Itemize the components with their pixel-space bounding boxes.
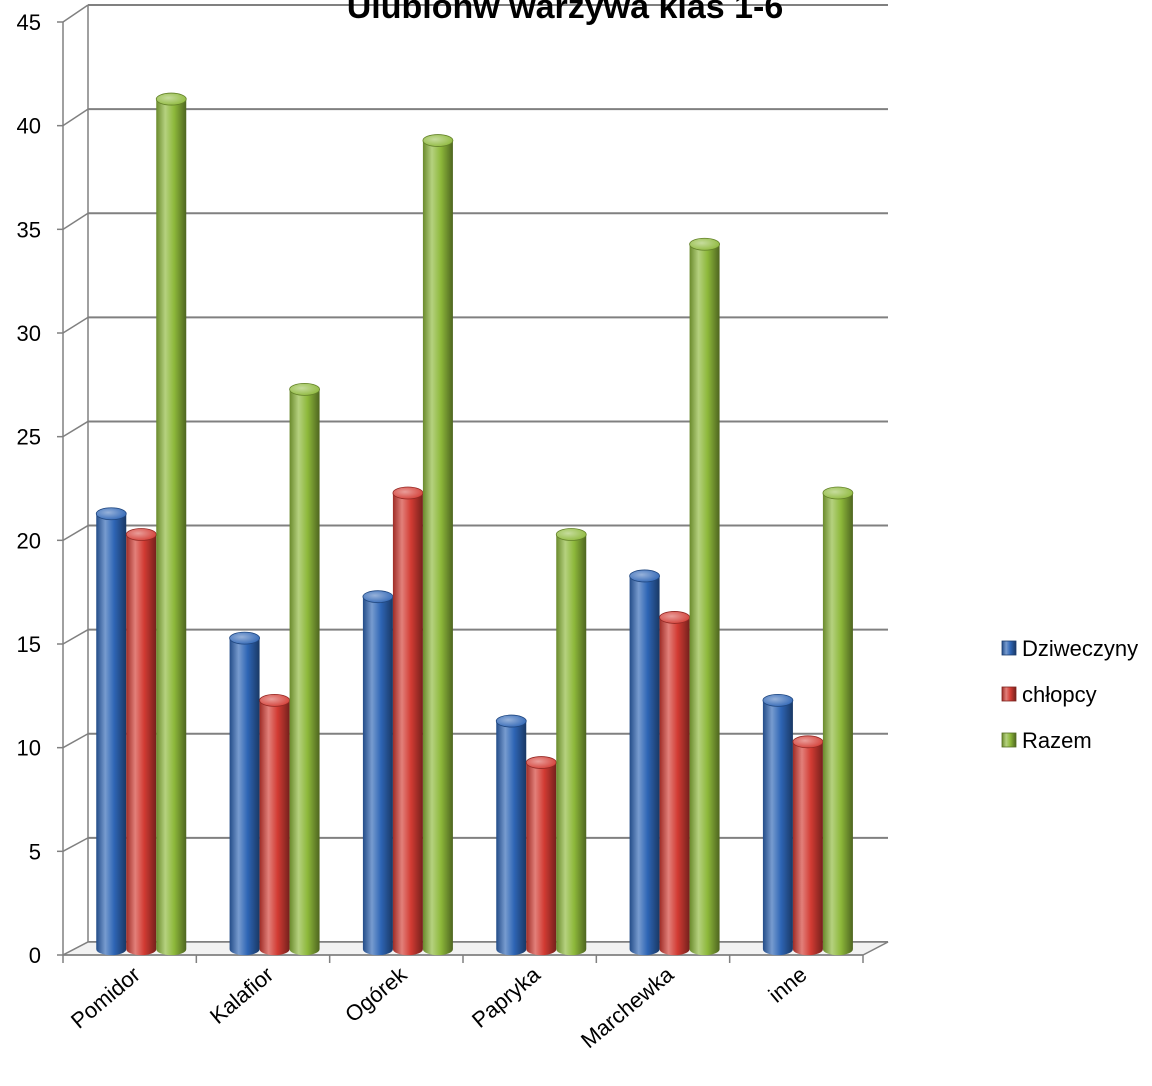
bar-top [289, 382, 320, 396]
bar-body [822, 493, 853, 956]
bar [792, 735, 824, 956]
bar-top [762, 693, 794, 707]
legend-label: Razem [1022, 728, 1092, 753]
bar [392, 486, 424, 956]
bar [289, 382, 320, 956]
bar [259, 693, 290, 956]
bar-body [96, 513, 127, 956]
bar-top [689, 237, 720, 251]
y-tick-label: 5 [29, 839, 41, 864]
bar-body [659, 617, 690, 956]
x-tick-label: Ogórek [340, 961, 412, 1027]
bar [525, 756, 557, 956]
y-tick-label: 30 [17, 321, 41, 346]
bar [689, 237, 720, 956]
legend: Dziweczyny chłopcy Razem [1001, 636, 1138, 753]
bar-body [496, 721, 527, 956]
bar-top [495, 714, 527, 728]
bar-top [792, 735, 824, 749]
bar-body [229, 638, 260, 956]
bar [495, 714, 527, 956]
bar-body [792, 741, 823, 956]
x-tick-label: Papryka [467, 961, 545, 1033]
bar-body [289, 389, 320, 956]
bar-top [95, 507, 127, 521]
legend-item: Razem [1001, 728, 1092, 753]
y-tick-label: 25 [17, 425, 41, 450]
legend-label: chłopcy [1022, 682, 1097, 707]
legend-swatch [1001, 686, 1017, 702]
y-tick-label: 35 [17, 217, 41, 242]
gridline-depth [62, 316, 89, 334]
bar [762, 693, 794, 956]
y-tick-label: 0 [29, 943, 41, 968]
legend-item: Dziweczyny [1001, 636, 1138, 661]
bar-body [392, 493, 423, 956]
bar-top [259, 693, 290, 707]
gridline-depth [62, 420, 89, 438]
x-tick-label: Marchewka [576, 961, 679, 1053]
gridline-depth [62, 733, 89, 749]
x-tick-label: Kalafior [205, 962, 278, 1029]
bar [555, 528, 587, 956]
bar-top [422, 134, 454, 147]
bar-top [525, 756, 557, 769]
bar-body [362, 596, 393, 956]
y-tick-label: 40 [17, 114, 41, 139]
gridline-depth [62, 837, 89, 852]
legend-label: Dziweczyny [1022, 636, 1138, 661]
bar [822, 486, 854, 956]
bar-top [155, 92, 187, 106]
bar-body [126, 534, 157, 956]
bar-top [362, 590, 394, 604]
gridline-depth [62, 108, 89, 127]
y-tick-label: 45 [17, 10, 41, 35]
bar-body [762, 700, 793, 956]
bar-body [259, 700, 290, 956]
bar [659, 611, 690, 956]
bar-top [659, 611, 690, 624]
chart-title: Ulubionw warzywa klas 1-6 [347, 0, 783, 26]
legend-swatch [1001, 732, 1017, 748]
gridline-depth [62, 629, 89, 645]
bar [362, 590, 394, 956]
bar-top [555, 528, 587, 541]
bar-top [125, 528, 157, 541]
bar-body [422, 140, 453, 956]
bar-top [229, 631, 260, 645]
y-tick-label: 15 [17, 632, 41, 657]
gridline-depth [62, 524, 89, 541]
bar [155, 92, 187, 956]
gridlines [62, 4, 888, 956]
y-tick-label: 20 [17, 528, 41, 553]
bar-body [689, 244, 720, 956]
bar [629, 569, 660, 956]
bar [422, 134, 454, 956]
bar-top [392, 486, 424, 500]
bar-body [156, 99, 187, 956]
bar [95, 507, 127, 956]
y-tick-label: 10 [17, 736, 41, 761]
x-tick-label: Pomidor [66, 962, 145, 1034]
bar-top [629, 569, 660, 583]
legend-swatch [1001, 640, 1017, 656]
bar [229, 631, 260, 956]
bar-body [526, 762, 557, 956]
bar [125, 528, 157, 956]
bar-body [556, 534, 587, 956]
legend-item: chłopcy [1001, 682, 1097, 707]
bar-body [629, 575, 660, 956]
gridline-depth [62, 4, 89, 23]
bar-top [822, 486, 854, 500]
x-tick-label: inne [764, 962, 812, 1008]
gridline-depth [62, 212, 89, 230]
bars [95, 92, 854, 956]
